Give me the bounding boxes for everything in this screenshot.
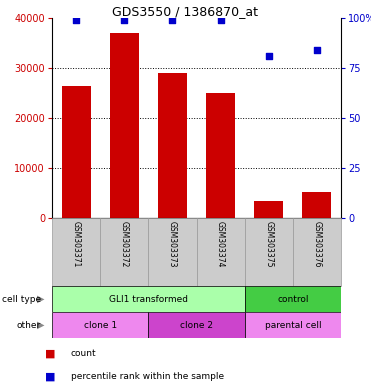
Text: GDS3550 / 1386870_at: GDS3550 / 1386870_at bbox=[112, 5, 259, 18]
Text: GSM303374: GSM303374 bbox=[216, 221, 225, 267]
Text: GLI1 transformed: GLI1 transformed bbox=[109, 295, 188, 304]
Bar bbox=[52, 286, 244, 312]
Bar bbox=[158, 73, 187, 218]
Point bbox=[73, 17, 79, 23]
Bar bbox=[110, 33, 139, 218]
Text: ■: ■ bbox=[45, 348, 55, 358]
Bar bbox=[52, 218, 100, 286]
Bar bbox=[244, 286, 341, 312]
Text: clone 2: clone 2 bbox=[180, 321, 213, 329]
Point bbox=[121, 17, 127, 23]
Bar bbox=[254, 201, 283, 218]
Text: GSM303371: GSM303371 bbox=[72, 221, 81, 267]
Text: percentile rank within the sample: percentile rank within the sample bbox=[70, 372, 224, 381]
Bar bbox=[52, 312, 148, 338]
Text: GSM303372: GSM303372 bbox=[120, 221, 129, 267]
Text: other: other bbox=[17, 321, 41, 329]
Point bbox=[170, 17, 175, 23]
Bar bbox=[100, 218, 148, 286]
Text: GSM303373: GSM303373 bbox=[168, 221, 177, 267]
Bar bbox=[293, 218, 341, 286]
Text: ■: ■ bbox=[45, 371, 55, 381]
Point bbox=[314, 47, 320, 53]
Text: count: count bbox=[70, 349, 96, 358]
Bar bbox=[206, 93, 235, 218]
Point bbox=[266, 53, 272, 59]
Bar bbox=[148, 218, 197, 286]
Bar bbox=[148, 312, 244, 338]
Text: GSM303376: GSM303376 bbox=[312, 221, 321, 267]
Text: parental cell: parental cell bbox=[265, 321, 321, 329]
Text: ▶: ▶ bbox=[37, 320, 45, 330]
Bar bbox=[197, 218, 244, 286]
Text: control: control bbox=[277, 295, 309, 304]
Bar bbox=[62, 86, 91, 218]
Text: ▶: ▶ bbox=[37, 294, 45, 304]
Text: GSM303375: GSM303375 bbox=[264, 221, 273, 267]
Bar bbox=[244, 312, 341, 338]
Bar bbox=[302, 192, 331, 218]
Bar bbox=[244, 218, 293, 286]
Text: clone 1: clone 1 bbox=[83, 321, 117, 329]
Point bbox=[218, 17, 224, 23]
Text: cell type: cell type bbox=[2, 295, 41, 304]
